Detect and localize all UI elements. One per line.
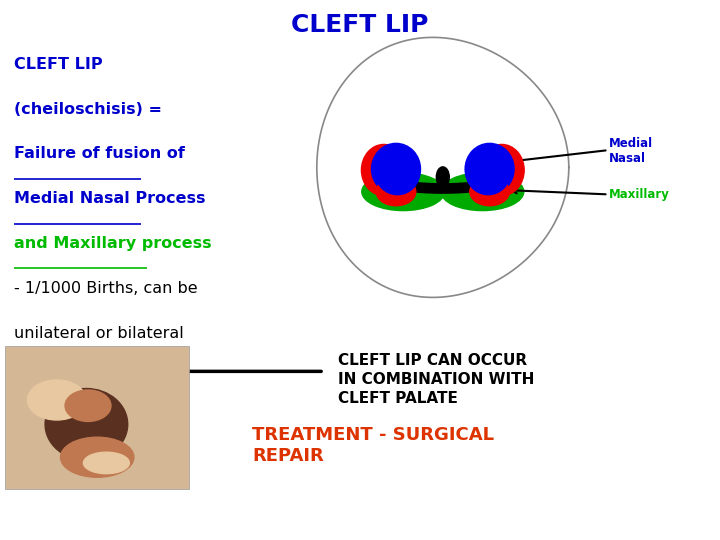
Text: Medial Nasal Process: Medial Nasal Process (14, 191, 206, 206)
Ellipse shape (469, 178, 510, 206)
Text: unilateral or bilateral: unilateral or bilateral (14, 326, 184, 341)
FancyBboxPatch shape (6, 346, 189, 489)
Ellipse shape (377, 178, 416, 206)
Text: CLEFT LIP CAN OCCUR
IN COMBINATION WITH
CLEFT PALATE: CLEFT LIP CAN OCCUR IN COMBINATION WITH … (338, 353, 535, 406)
Ellipse shape (84, 452, 130, 474)
Ellipse shape (361, 144, 406, 195)
Text: Failure of fusion of: Failure of fusion of (14, 146, 185, 161)
Text: philtrum of lip: philtrum of lip (56, 370, 174, 386)
Ellipse shape (436, 167, 449, 187)
Ellipse shape (361, 173, 444, 211)
Ellipse shape (441, 173, 524, 211)
Ellipse shape (60, 437, 134, 477)
Text: Medial
Nasal: Medial Nasal (608, 137, 652, 165)
Text: -: - (14, 370, 25, 386)
Ellipse shape (45, 389, 127, 460)
Ellipse shape (466, 148, 510, 195)
Text: and Maxillary process: and Maxillary process (14, 236, 212, 251)
Ellipse shape (480, 144, 524, 195)
Text: (cheiloschisis) =: (cheiloschisis) = (14, 102, 163, 117)
Text: CLEFT LIP: CLEFT LIP (292, 14, 428, 37)
Text: CLEFT LIP: CLEFT LIP (14, 57, 103, 72)
Text: Maxillary: Maxillary (608, 188, 670, 201)
Ellipse shape (27, 380, 86, 420)
Text: At: At (33, 370, 50, 386)
PathPatch shape (398, 179, 487, 194)
Ellipse shape (375, 148, 420, 195)
Text: - 1/1000 Births, can be: - 1/1000 Births, can be (14, 281, 198, 296)
Ellipse shape (65, 390, 111, 421)
Ellipse shape (465, 143, 514, 194)
Text: TREATMENT - SURGICAL
REPAIR: TREATMENT - SURGICAL REPAIR (252, 426, 494, 465)
Ellipse shape (372, 143, 420, 194)
